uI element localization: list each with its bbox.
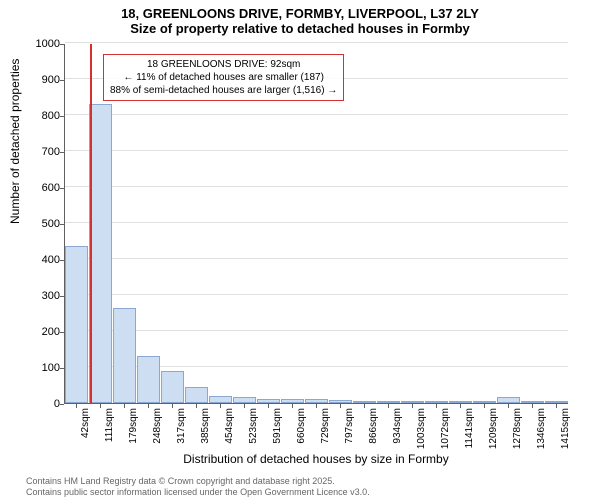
y-tick-label: 700 xyxy=(20,146,60,158)
bar xyxy=(377,401,400,403)
title-main: 18, GREENLOONS DRIVE, FORMBY, LIVERPOOL,… xyxy=(0,0,600,21)
x-tick-mark xyxy=(220,404,221,408)
y-tick-label: 500 xyxy=(20,218,60,230)
x-tick-label: 934sqm xyxy=(392,408,403,456)
x-tick-label: 523sqm xyxy=(248,408,259,456)
x-tick-mark xyxy=(100,404,101,408)
bar xyxy=(473,401,496,403)
y-tick-label: 100 xyxy=(20,362,60,374)
y-tick-label: 0 xyxy=(20,398,60,410)
x-tick-label: 385sqm xyxy=(200,408,211,456)
bar xyxy=(305,399,328,403)
bar xyxy=(353,401,376,403)
x-tick-mark xyxy=(508,404,509,408)
gridline xyxy=(65,114,568,115)
bar xyxy=(233,397,256,403)
x-tick-mark xyxy=(388,404,389,408)
bar xyxy=(545,401,568,403)
x-tick-mark xyxy=(124,404,125,408)
x-tick-mark xyxy=(532,404,533,408)
y-tick-label: 200 xyxy=(20,326,60,338)
annotation-line1: 18 GREENLOONS DRIVE: 92sqm xyxy=(110,58,337,71)
x-tick-label: 591sqm xyxy=(272,408,283,456)
bar xyxy=(257,399,280,403)
x-tick-label: 317sqm xyxy=(176,408,187,456)
x-tick-mark xyxy=(244,404,245,408)
chart-area: 18 GREENLOONS DRIVE: 92sqm ← 11% of deta… xyxy=(64,44,568,404)
x-tick-mark xyxy=(148,404,149,408)
x-tick-label: 1415sqm xyxy=(560,408,571,456)
x-tick-label: 1209sqm xyxy=(488,408,499,456)
marker-line xyxy=(90,44,92,403)
title-sub: Size of property relative to detached ho… xyxy=(0,21,600,40)
x-tick-mark xyxy=(412,404,413,408)
x-tick-mark xyxy=(196,404,197,408)
x-tick-mark xyxy=(340,404,341,408)
x-tick-label: 1072sqm xyxy=(440,408,451,456)
footer-line1: Contains HM Land Registry data © Crown c… xyxy=(26,476,370,487)
x-tick-label: 1003sqm xyxy=(416,408,427,456)
x-tick-label: 729sqm xyxy=(320,408,331,456)
annotation-box: 18 GREENLOONS DRIVE: 92sqm ← 11% of deta… xyxy=(103,54,344,101)
gridline xyxy=(65,294,568,295)
x-tick-label: 1141sqm xyxy=(464,408,475,456)
bar xyxy=(89,104,112,403)
gridline xyxy=(65,42,568,43)
x-tick-label: 454sqm xyxy=(224,408,235,456)
x-tick-mark xyxy=(76,404,77,408)
gridline xyxy=(65,150,568,151)
x-tick-mark xyxy=(364,404,365,408)
bar xyxy=(65,246,88,403)
bar xyxy=(329,400,352,403)
bar xyxy=(113,308,136,403)
x-tick-label: 42sqm xyxy=(80,408,91,456)
x-tick-mark xyxy=(316,404,317,408)
x-tick-mark xyxy=(556,404,557,408)
x-tick-mark xyxy=(172,404,173,408)
x-tick-mark xyxy=(460,404,461,408)
x-tick-label: 797sqm xyxy=(344,408,355,456)
y-tick-label: 600 xyxy=(20,182,60,194)
bar xyxy=(521,401,544,403)
x-axis-label: Distribution of detached houses by size … xyxy=(64,452,568,466)
x-tick-label: 866sqm xyxy=(368,408,379,456)
gridline xyxy=(65,330,568,331)
y-tick-mark xyxy=(60,404,64,405)
bar xyxy=(281,399,304,403)
bar xyxy=(425,401,448,403)
annotation-line2: ← 11% of detached houses are smaller (18… xyxy=(110,71,337,84)
x-tick-mark xyxy=(484,404,485,408)
footer-line2: Contains public sector information licen… xyxy=(26,487,370,498)
annotation-line3: 88% of semi-detached houses are larger (… xyxy=(110,84,337,97)
y-tick-label: 400 xyxy=(20,254,60,266)
x-tick-label: 1346sqm xyxy=(536,408,547,456)
bar xyxy=(401,401,424,403)
gridline xyxy=(65,222,568,223)
y-tick-label: 800 xyxy=(20,110,60,122)
bar xyxy=(161,371,184,403)
footer: Contains HM Land Registry data © Crown c… xyxy=(26,476,370,498)
x-tick-label: 248sqm xyxy=(152,408,163,456)
bar xyxy=(449,401,472,403)
x-tick-mark xyxy=(436,404,437,408)
bar xyxy=(497,397,520,403)
bar xyxy=(185,387,208,403)
bar xyxy=(209,396,232,403)
gridline xyxy=(65,258,568,259)
y-tick-label: 900 xyxy=(20,74,60,86)
x-tick-mark xyxy=(292,404,293,408)
x-tick-label: 111sqm xyxy=(104,408,115,456)
bar xyxy=(137,356,160,403)
x-tick-mark xyxy=(268,404,269,408)
gridline xyxy=(65,186,568,187)
x-tick-label: 1278sqm xyxy=(512,408,523,456)
y-tick-label: 1000 xyxy=(20,38,60,50)
x-tick-label: 179sqm xyxy=(128,408,139,456)
x-tick-label: 660sqm xyxy=(296,408,307,456)
y-tick-label: 300 xyxy=(20,290,60,302)
